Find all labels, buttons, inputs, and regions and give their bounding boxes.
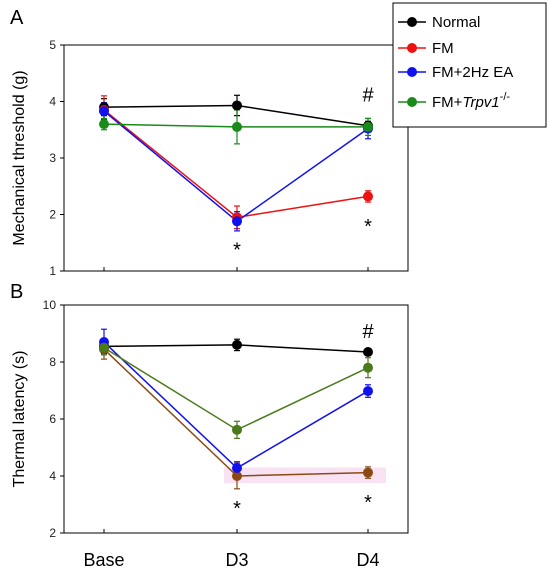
legend-label-gene: Trpv1 bbox=[462, 94, 499, 111]
data-point bbox=[363, 121, 373, 132]
panel-letter: B bbox=[10, 281, 23, 303]
series-line bbox=[103, 348, 369, 477]
data-point bbox=[232, 471, 242, 481]
legend-box bbox=[392, 2, 547, 128]
panel-a: 1 2 3 4 5 Mechanical threshold (g) A # * * bbox=[10, 7, 409, 278]
series-line bbox=[103, 347, 369, 431]
star-annotation: * bbox=[364, 216, 372, 238]
x-tick-label: Base bbox=[83, 550, 124, 570]
data-point bbox=[232, 100, 242, 111]
data-point bbox=[99, 106, 109, 117]
data-point bbox=[363, 386, 373, 397]
y-tick-label: 2 bbox=[49, 208, 56, 222]
legend-label: FM+Trpv1-/- bbox=[432, 91, 510, 111]
y-tick-label: 4 bbox=[49, 469, 56, 483]
y-tick-label: 6 bbox=[49, 412, 56, 426]
panel-b: 2 4 6 8 10 Base D3 D4 Thermal latency (s) B # * * bbox=[10, 281, 409, 570]
data-point bbox=[363, 191, 373, 202]
y-tick-label: 4 bbox=[49, 95, 56, 109]
legend-label: Normal bbox=[432, 14, 480, 31]
highlight-band bbox=[224, 467, 386, 484]
data-point bbox=[232, 216, 242, 227]
legend-marker bbox=[407, 67, 417, 77]
data-point bbox=[99, 119, 109, 130]
series-line bbox=[103, 341, 369, 469]
hash-annotation: # bbox=[362, 321, 374, 343]
y-axis-title: Thermal latency (s) bbox=[11, 351, 28, 488]
y-tick-label: 2 bbox=[49, 526, 56, 540]
x-tick-label: D4 bbox=[356, 550, 379, 570]
legend-label: FM+2Hz EA bbox=[432, 64, 513, 81]
legend-marker bbox=[407, 17, 417, 27]
panel-letter: A bbox=[10, 7, 24, 29]
legend-label: FM bbox=[432, 40, 454, 57]
data-point bbox=[363, 467, 373, 478]
star-annotation: * bbox=[364, 492, 372, 514]
legend-label-prefix: FM+ bbox=[432, 94, 463, 111]
legend-marker bbox=[407, 43, 417, 53]
x-tick-label: D3 bbox=[225, 550, 248, 570]
y-tick-label: 8 bbox=[49, 355, 56, 369]
legend: Normal FM FM+2Hz EA FM+Trpv1-/- bbox=[392, 2, 547, 128]
y-axis-title: Mechanical threshold (g) bbox=[11, 70, 28, 245]
data-point bbox=[363, 347, 373, 358]
y-tick-label: 1 bbox=[49, 264, 56, 278]
y-tick-label: 3 bbox=[49, 151, 56, 165]
data-point bbox=[363, 362, 373, 373]
legend-label-super: -/- bbox=[500, 91, 511, 103]
y-tick-label: 5 bbox=[49, 38, 56, 52]
star-annotation: * bbox=[233, 240, 241, 262]
data-point bbox=[232, 339, 242, 350]
data-point bbox=[232, 424, 242, 435]
star-annotation: * bbox=[233, 498, 241, 520]
data-point bbox=[232, 121, 242, 132]
data-point bbox=[99, 342, 109, 353]
y-tick-label: 10 bbox=[43, 298, 57, 312]
data-point bbox=[232, 463, 242, 474]
plot-frame bbox=[63, 44, 409, 272]
legend-marker bbox=[407, 97, 417, 107]
hash-annotation: # bbox=[362, 85, 374, 107]
